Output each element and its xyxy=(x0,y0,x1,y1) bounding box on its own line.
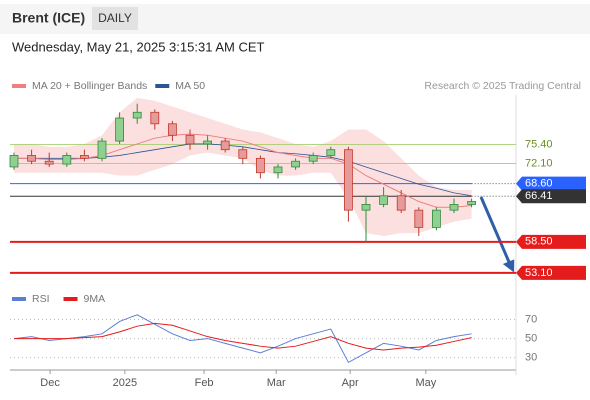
legend-swatch xyxy=(155,84,170,88)
timestamp: Wednesday, May 21, 2025 3:15:31 AM CET xyxy=(12,39,264,54)
candle-body xyxy=(44,160,54,165)
price-tag-label: 58.50 xyxy=(525,236,553,248)
candle-body xyxy=(449,203,459,211)
level-label: 75.40 xyxy=(525,138,553,150)
legend-swatch xyxy=(12,297,26,301)
interval: DAILY xyxy=(98,11,132,25)
candle-body xyxy=(203,140,213,145)
candle-body xyxy=(379,195,389,205)
instrument: Brent (ICE) xyxy=(12,10,85,26)
x-tick-label: Dec xyxy=(40,377,60,389)
rsi-line xyxy=(13,314,472,364)
candle-body xyxy=(361,203,371,211)
ma50-line xyxy=(14,143,472,197)
x-tick-label: 2025 xyxy=(113,377,137,389)
candle-body xyxy=(220,140,230,151)
candle-body xyxy=(9,155,19,168)
candle-body xyxy=(273,166,283,174)
candle-body xyxy=(414,209,424,228)
rsi-tick-label: 50 xyxy=(525,332,537,344)
price-tag-label: 66.41 xyxy=(525,190,553,202)
price-tag-label: 68.60 xyxy=(525,178,553,190)
price-tag xyxy=(516,176,586,191)
rsi-tick-label: 70 xyxy=(525,313,537,325)
candle-body xyxy=(80,155,89,159)
candle-body xyxy=(238,149,248,159)
legend-swatch xyxy=(12,84,26,88)
interval-button[interactable] xyxy=(92,7,138,30)
price-tag xyxy=(516,265,586,280)
x-tick-label: Mar xyxy=(267,377,286,389)
rsi-ma-line xyxy=(14,322,472,351)
header-bar xyxy=(0,4,590,34)
candle-body xyxy=(150,111,160,125)
rsi-tick-label: 30 xyxy=(525,352,537,364)
legend-label: 9MA xyxy=(84,293,106,305)
candle-body xyxy=(291,160,301,168)
candle-body xyxy=(62,155,72,165)
candle-body xyxy=(431,209,441,228)
candle-body xyxy=(308,155,318,162)
legend-label: MA 20 + Bollinger Bands xyxy=(32,80,147,92)
candle-body xyxy=(27,155,37,162)
candle-body xyxy=(97,140,107,159)
candle-body xyxy=(185,134,195,145)
bollinger-band xyxy=(14,97,472,237)
price-tag xyxy=(516,189,586,204)
x-tick-label: Feb xyxy=(195,377,214,389)
x-tick-label: Apr xyxy=(342,377,359,389)
candle-body xyxy=(326,149,336,156)
level-label: 72.10 xyxy=(525,157,553,169)
candle-body xyxy=(467,201,477,205)
candle-body xyxy=(396,195,406,211)
candle-body xyxy=(115,117,124,142)
x-tick-label: May xyxy=(415,377,436,389)
price-tag-label: 53.10 xyxy=(525,267,553,279)
candle-body xyxy=(167,123,177,136)
legend-label: RSI xyxy=(32,293,50,305)
legend-swatch xyxy=(63,297,78,301)
credit: Research © 2025 Trading Central xyxy=(424,80,581,92)
candle-body xyxy=(255,157,265,174)
legend-label: MA 50 xyxy=(175,80,205,92)
candle-body xyxy=(132,111,142,119)
forecast-arrow xyxy=(479,196,515,273)
ma20-line xyxy=(14,133,472,208)
candle-body xyxy=(343,149,353,211)
price-tag xyxy=(516,234,586,249)
